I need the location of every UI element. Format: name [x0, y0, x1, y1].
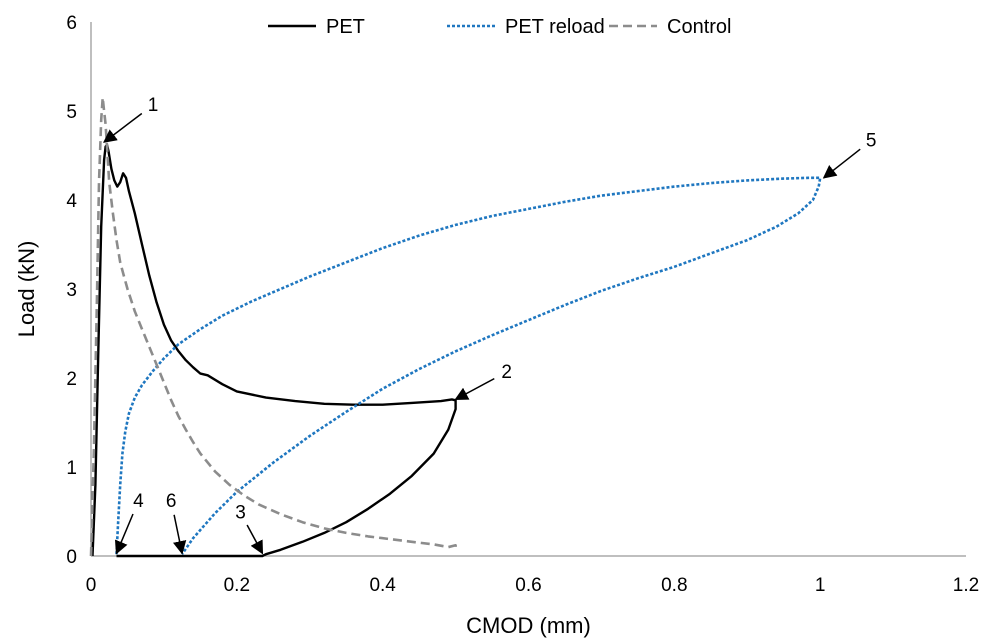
x-axis-title: CMOD (mm): [466, 613, 591, 638]
series-line-pet-reload: [115, 176, 822, 555]
legend-label: PET reload: [505, 16, 605, 38]
annotation-group: 1 2 3 4 5 6: [103, 95, 877, 555]
annotation-label: 3: [235, 503, 246, 524]
annotation-arrow: [246, 524, 264, 555]
annotation-arrow: [822, 148, 861, 179]
annotation-label: 5: [866, 131, 877, 152]
x-tick-label: 1: [815, 575, 826, 596]
x-tick-label: 0.8: [661, 575, 687, 596]
y-tick-label: 5: [66, 102, 77, 123]
legend-label: Control: [667, 16, 731, 38]
x-tick-label: 0.6: [515, 575, 541, 596]
legend: PET PET reload Control: [268, 16, 731, 38]
x-axis-tick-labels: 0 0.2 0.4 0.6 0.8 1 1.2: [86, 575, 980, 596]
annotation-arrow: [454, 377, 495, 401]
x-tick-label: 0: [86, 575, 97, 596]
annotation-label: 4: [133, 491, 144, 512]
x-tick-label: 1.2: [953, 575, 979, 596]
y-tick-label: 6: [66, 13, 77, 34]
x-tick-label: 0.2: [224, 575, 250, 596]
y-tick-label: 4: [66, 191, 77, 212]
annotation-arrow: [114, 513, 134, 555]
series-line-pet: [91, 143, 457, 558]
series-line-control: [89, 96, 457, 557]
y-tick-label: 0: [66, 547, 77, 568]
y-tick-label: 2: [66, 369, 77, 390]
annotation-label: 6: [166, 491, 177, 512]
annotation-label: 2: [501, 362, 512, 383]
y-axis-tick-labels: 0 1 2 3 4 5 6: [66, 13, 77, 568]
y-tick-label: 1: [66, 458, 77, 479]
y-tick-label: 3: [66, 280, 77, 301]
annotation-label: 1: [148, 95, 159, 116]
annotation-arrow: [173, 514, 187, 555]
annotation-arrow: [103, 112, 143, 143]
legend-label: PET: [326, 16, 365, 38]
y-axis-title: Load (kN): [14, 241, 39, 338]
x-tick-label: 0.4: [369, 575, 396, 596]
series-group: [89, 96, 822, 558]
